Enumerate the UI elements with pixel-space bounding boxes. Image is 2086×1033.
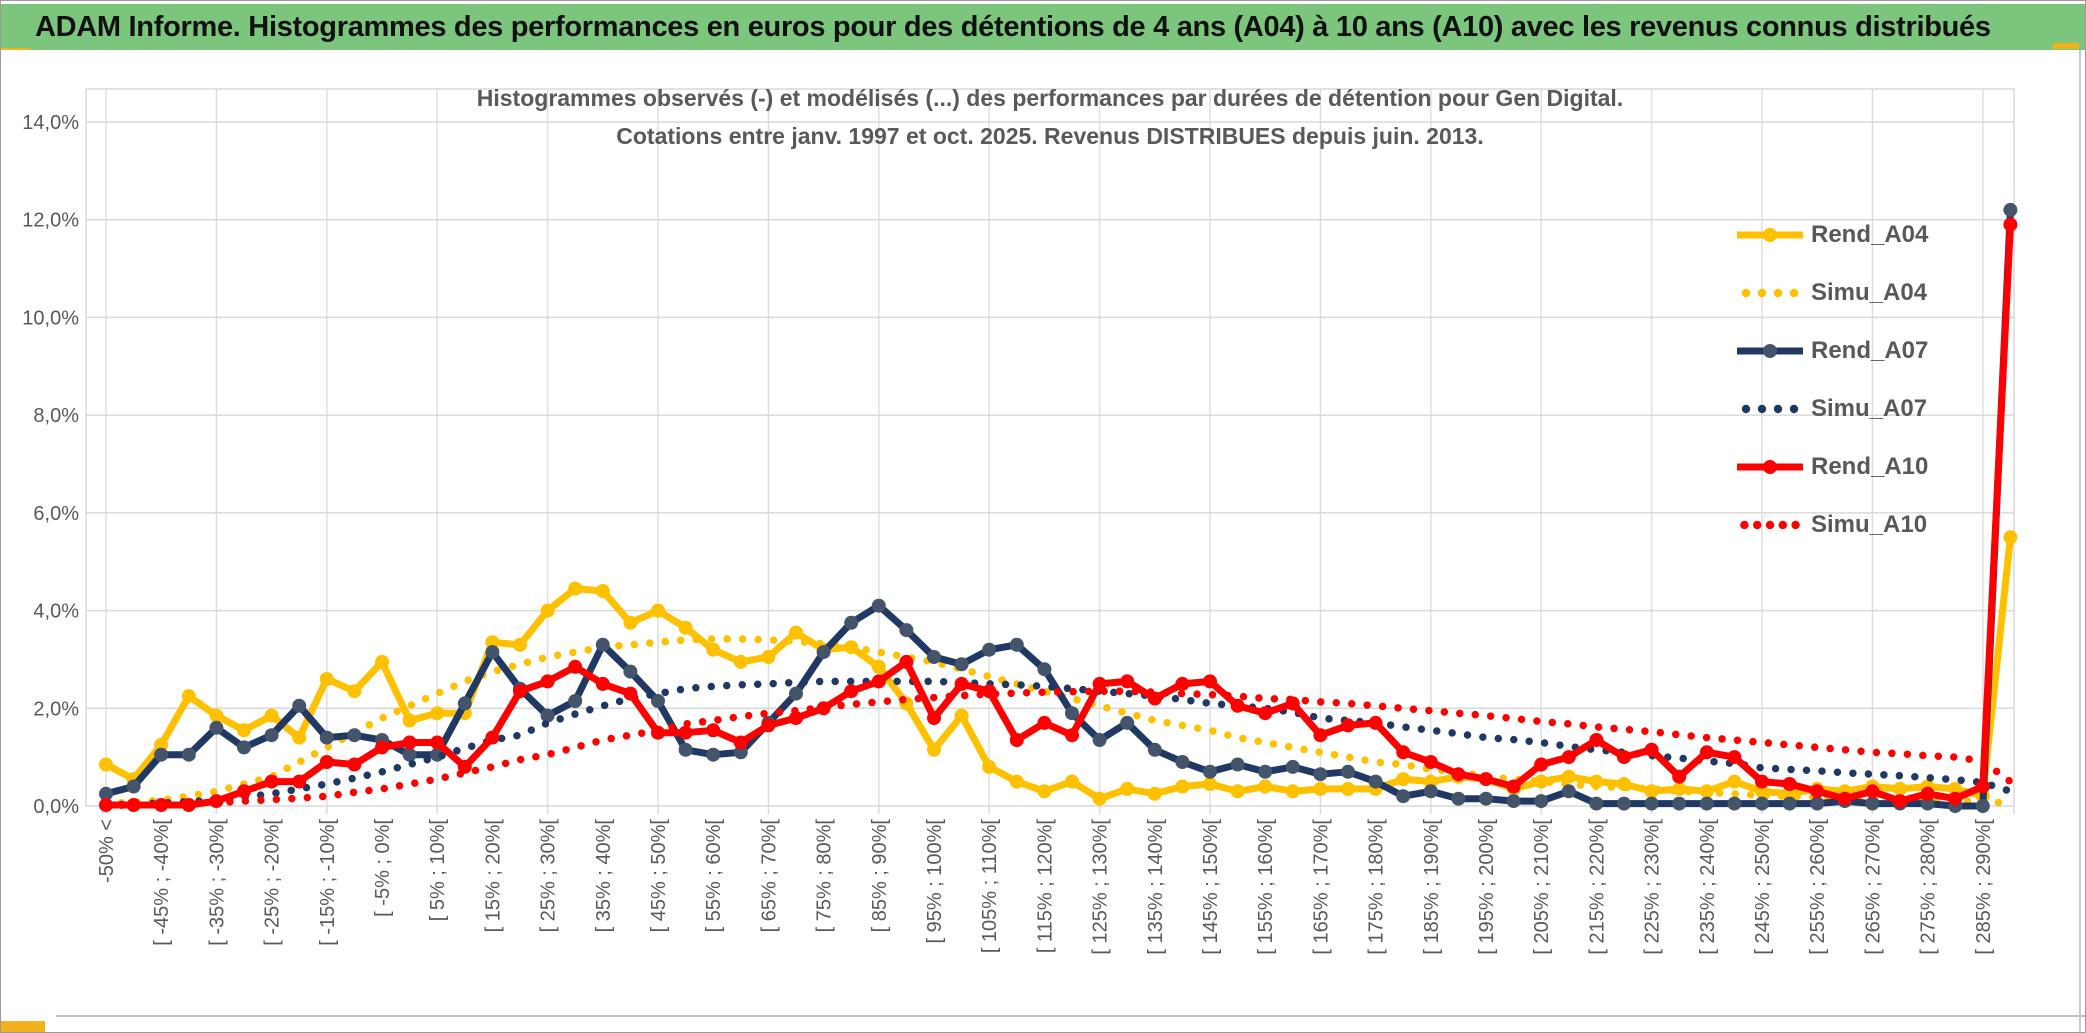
svg-text:[ 245% ; 250%[: [ 245% ; 250%[	[1752, 819, 1774, 955]
svg-text:6,0%: 6,0%	[33, 503, 79, 525]
series-Rend_A07-markers	[99, 202, 2018, 813]
svg-text:[ -5% ; 0%[: [ -5% ; 0%[	[372, 819, 394, 917]
header-accent-right	[2053, 43, 2079, 49]
legend-item-simu-a10[interactable]: Simu_A10	[1737, 510, 1928, 540]
svg-text:[ 205% ; 210%[: [ 205% ; 210%[	[1531, 819, 1553, 955]
svg-text:[ 15% ; 20%[: [ 15% ; 20%[	[482, 819, 504, 933]
svg-text:[ -45% ; -40%[: [ -45% ; -40%[	[151, 819, 173, 946]
simu-a04-dots-sample-icon	[1741, 288, 1799, 298]
chart-title-line1: Histogrammes observés (-) et modélisés (…	[476, 85, 1624, 111]
svg-text:[ 285% ; 290%[: [ 285% ; 290%[	[1973, 819, 1995, 955]
svg-text:[ -35% ; -30%[: [ -35% ; -30%[	[206, 819, 228, 946]
horizontal-gridlines	[86, 121, 2014, 710]
svg-text:[ 105% ; 110%[: [ 105% ; 110%[	[979, 819, 1001, 954]
svg-text:[ 225% ; 230%[: [ 225% ; 230%[	[1642, 819, 1664, 955]
svg-text:[ 85% ; 90%[: [ 85% ; 90%[	[869, 819, 891, 933]
legend-label: Rend_A10	[1811, 453, 1929, 480]
legend-item-simu-a04[interactable]: Simu_A04	[1737, 278, 1928, 308]
svg-text:12,0%: 12,0%	[22, 210, 79, 232]
legend-item-rend-a04[interactable]: Rend_A04	[1737, 220, 1928, 250]
x-axis-labels: -50% < [ -45% ; -40%[ [ -35% ; -30%[ [ -25%…	[96, 819, 1995, 955]
svg-text:[ 95% ; 100%[: [ 95% ; 100%[	[924, 819, 946, 944]
svg-text:[ -15% ; -10%[: [ -15% ; -10%[	[317, 819, 339, 946]
svg-text:[ 25% ; 30%[: [ 25% ; 30%[	[538, 819, 560, 933]
legend-label: Rend_A04	[1811, 221, 1929, 248]
svg-text:[ 255% ; 260%[: [ 255% ; 260%[	[1807, 819, 1829, 955]
svg-text:[ 195% ; 200%[: [ 195% ; 200%[	[1476, 819, 1498, 955]
vertical-gridlines-and-ticks	[105, 89, 2015, 814]
svg-text:[ 135% ; 140%[: [ 135% ; 140%[	[1145, 819, 1167, 955]
svg-text:[ 155% ; 160%[: [ 155% ; 160%[	[1255, 819, 1277, 955]
svg-text:[ -25% ; -20%[: [ -25% ; -20%[	[262, 819, 284, 946]
svg-text:[ 185% ; 190%[: [ 185% ; 190%[	[1421, 819, 1443, 955]
rend-a10-line-sample-icon	[1737, 460, 1803, 474]
svg-text:[ 145% ; 150%[: [ 145% ; 150%[	[1200, 819, 1222, 955]
series-Rend_A04	[99, 530, 2018, 806]
series-Simu_A04	[102, 635, 2015, 808]
rend-a07-line-sample-icon	[1737, 344, 1803, 358]
plot-frame	[85, 88, 2015, 807]
series-Rend_A10	[99, 217, 2018, 812]
chart-legend: Rend_A04 Simu_A04 Rend_A07 Simu_A07 Rend…	[1737, 220, 1928, 540]
svg-text:[ 235% ; 240%[: [ 235% ; 240%[	[1697, 819, 1719, 955]
svg-text:[ 275% ; 280%[: [ 275% ; 280%[	[1918, 819, 1940, 955]
svg-text:2,0%: 2,0%	[33, 698, 79, 720]
svg-text:[ 55% ; 60%[: [ 55% ; 60%[	[703, 819, 725, 933]
svg-text:10,0%: 10,0%	[22, 307, 79, 329]
svg-text:[ 175% ; 180%[: [ 175% ; 180%[	[1366, 819, 1388, 955]
simu-a10-dots-sample-icon	[1740, 520, 1800, 530]
svg-text:[ 45% ; 50%[: [ 45% ; 50%[	[648, 819, 670, 933]
legend-label: Rend_A07	[1811, 337, 1929, 364]
series-Rend_A07	[99, 202, 2018, 813]
svg-text:[ 215% ; 220%[: [ 215% ; 220%[	[1586, 819, 1608, 955]
svg-text:[ 265% ; 270%[: [ 265% ; 270%[	[1862, 819, 1884, 955]
svg-text:-50% <: -50% <	[96, 819, 118, 883]
y-axis-labels: 0,0% 2,0% 4,0% 6,0% 8,0% 10,0% 12,0% 14,0%	[22, 112, 79, 818]
svg-text:[ 75% ; 80%[: [ 75% ; 80%[	[814, 819, 836, 933]
legend-item-rend-a07[interactable]: Rend_A07	[1737, 336, 1928, 366]
series-Simu_A10	[102, 687, 2015, 810]
svg-text:4,0%: 4,0%	[33, 601, 79, 623]
chart-area[interactable]: 0,0% 2,0% 4,0% 6,0% 8,0% 10,0% 12,0% 14,0% -50% …	[1, 50, 2085, 1018]
svg-text:8,0%: 8,0%	[33, 405, 79, 427]
legend-label: Simu_A10	[1811, 511, 1928, 538]
svg-text:[ 165% ; 170%[: [ 165% ; 170%[	[1310, 819, 1332, 955]
svg-text:[ 35% ; 40%[: [ 35% ; 40%[	[593, 819, 615, 933]
series-Rend_A10-markers	[99, 217, 2018, 812]
svg-text:14,0%: 14,0%	[22, 112, 79, 134]
svg-text:[ 115% ; 120%[: [ 115% ; 120%[	[1034, 819, 1056, 954]
chart-title-line2: Cotations entre janv. 1997 et oct. 2025.…	[616, 123, 1484, 149]
sheet-bottom-divider	[56, 1015, 2085, 1017]
simu-a07-dots-sample-icon	[1741, 404, 1799, 414]
legend-label: Simu_A04	[1811, 279, 1928, 306]
sheet-header-bar: ADAM Informe. Histogrammes des performan…	[1, 4, 2085, 50]
svg-text:[ 65% ; 70%[: [ 65% ; 70%[	[758, 819, 780, 933]
chart-plot: 0,0% 2,0% 4,0% 6,0% 8,0% 10,0% 12,0% 14,0% -50% …	[22, 88, 2018, 955]
svg-text:[ 5% ; 10%[: [ 5% ; 10%[	[427, 819, 449, 922]
rend-a04-line-sample-icon	[1737, 228, 1803, 242]
legend-label: Simu_A07	[1811, 395, 1928, 422]
legend-item-simu-a07[interactable]: Simu_A07	[1737, 394, 1928, 424]
sheet-accent-bottom-left	[1, 1021, 45, 1032]
legend-item-rend-a10[interactable]: Rend_A10	[1737, 452, 1928, 482]
svg-text:0,0%: 0,0%	[33, 796, 79, 818]
sheet-header-title: ADAM Informe. Histogrammes des performan…	[35, 10, 1991, 43]
sheet-right-divider	[2079, 50, 2081, 1032]
svg-text:[ 125% ; 130%[: [ 125% ; 130%[	[1090, 819, 1112, 955]
